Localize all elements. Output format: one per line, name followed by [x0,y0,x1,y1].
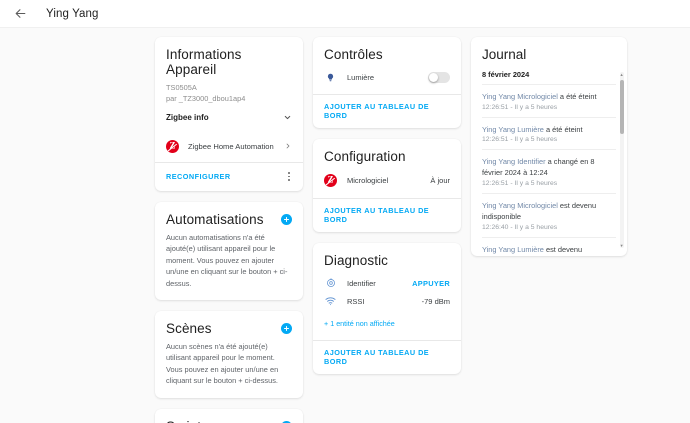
logbook-date-header: 8 février 2024 [482,70,530,79]
column-middle: Contrôles Lumière [313,37,461,374]
scenes-empty-text: Aucun scènes n'a été ajouté(e) utilisant… [166,341,279,386]
identify-icon [324,278,337,288]
card-columns: Informations Appareil TS0505A par _TZ300… [0,37,690,423]
diagnostic-name-identify: Identifier [347,278,376,288]
device-info-actions: Reconfigurer [155,163,303,190]
logbook-entry-time: 12:26:51 - Il y a 5 heures [482,103,558,111]
scrollbar-thumb[interactable] [620,80,624,134]
zigbee-info-label: Zigbee info [166,113,209,123]
logbook-title: Journal [482,47,527,62]
column-right: Journal 8 février 2024 Ying Yang Microlo… [471,37,627,256]
diagnostic-row-rssi: RSSI -79 dBm [324,292,450,310]
diagnostic-actions: Ajouter au tableau de bord [313,341,461,374]
configuration-actions: Ajouter au tableau de bord [313,199,461,232]
control-row-light: Lumière [324,68,450,87]
light-toggle[interactable] [428,72,450,83]
control-name-light: Lumière [347,73,375,82]
logbook-entry-name[interactable]: Ying Yang Identifier [482,157,546,167]
logbook-entry[interactable]: Ying Yang Micrologiciel a été éteint 12:… [482,84,616,117]
logbook-entry[interactable]: Ying Yang Micrologiciel est devenu indis… [482,192,616,237]
zigbee-logo-icon: Z [324,174,337,187]
device-manufacturer: par _TZ3000_dbou1ap4 [166,93,246,103]
divider [155,162,303,164]
back-arrow-icon[interactable] [12,6,28,22]
add-automation-plus-circle-icon[interactable] [281,213,292,225]
controls-card: Contrôles Lumière [313,37,461,128]
scripts-title: Scripts [166,419,208,423]
scripts-card: Scripts Aucun scripts n'a été ajouté(e) … [155,408,303,423]
configuration-name-firmware: Micrologiciel [347,176,389,185]
automations-header: Automatisations [166,212,292,227]
controls-actions: Ajouter au tableau de bord [313,95,461,128]
integration-row-zha[interactable]: Z Zigbee Home Automation [155,131,303,162]
logbook-entry-action: a été éteint [557,92,597,101]
reconfigure-button[interactable]: Reconfigurer [166,172,231,182]
logbook-scroll-area[interactable]: 8 février 2024 Ying Yang Micrologiciel a… [471,66,627,256]
toggle-knob [429,73,438,82]
automations-card: Automatisations Aucun automatisations n'… [155,201,303,300]
diagnostic-card: Diagnostic Identifier Appuyer [313,243,461,374]
page-body: Informations Appareil TS0505A par _TZ300… [0,28,690,423]
logbook-entry-time: 12:26:40 - Il y a 5 heures [482,223,558,231]
logbook-entry-action: est devenu indisponible [482,244,583,256]
page-title: Ying Yang [46,7,99,20]
divider [313,340,461,341]
controls-add-to-dashboard-button[interactable]: Ajouter au tableau de bord [324,102,430,120]
logbook-entry-action: a été éteint [543,124,583,134]
configuration-value-firmware: À jour [430,176,450,185]
integration-label: Zigbee Home Automation [188,142,274,152]
scripts-header: Scripts [166,419,292,423]
logbook-entry-time: 12:26:51 - Il y a 5 heures [482,179,558,187]
scenes-card: Scènes Aucun scènes n'a été ajouté(e) ut… [155,310,303,398]
logbook-entry-name[interactable]: Ying Yang Micrologiciel [482,92,558,101]
automations-title: Automatisations [166,211,264,227]
chevron-down-icon [283,113,292,122]
app-bar: Ying Yang [0,0,690,28]
scenes-title: Scènes [166,320,212,336]
kebab-menu-icon[interactable] [286,170,292,182]
zigbee-info-expander[interactable]: Zigbee info [166,113,292,122]
zigbee-logo-icon: Z [166,140,179,154]
chevron-right-icon [284,142,292,152]
automations-empty-text: Aucun automatisations n'a été ajouté(e) … [166,232,288,288]
logbook-card: Journal 8 février 2024 Ying Yang Microlo… [471,37,627,256]
hidden-entities-link[interactable]: + 1 entité non affichée [324,319,395,328]
diagnostic-title: Diagnostic [324,253,389,268]
wifi-icon [324,296,337,306]
scroll-up-arrow-icon[interactable]: ▲ [619,72,624,77]
device-info-card: Informations Appareil TS0505A par _TZ300… [155,37,303,191]
logbook-entry-action: est devenu indisponible [482,200,597,222]
logbook-entry[interactable]: Ying Yang Identifier a changé en 8 févri… [482,149,616,193]
diagnostic-value-rssi: -79 dBm [421,296,450,306]
device-info-title: Informations Appareil [166,47,242,77]
divider [313,94,461,95]
logbook-entry[interactable]: Ying Yang Lumière a été éteint 12:26:51 … [482,116,616,150]
scroll-down-arrow-icon[interactable]: ▼ [619,243,624,248]
logbook-entry-name[interactable]: Ying Yang Lumière [482,244,544,254]
add-scene-plus-circle-icon[interactable] [281,322,292,334]
logbook-entry-name[interactable]: Ying Yang Micrologiciel [482,200,558,210]
configuration-row-firmware: Z Micrologiciel À jour [324,170,450,191]
logbook-entry-time: 12:26:51 - Il y a 5 heures [482,136,558,144]
diagnostic-name-rssi: RSSI [347,296,365,306]
logbook-entry-action: a changé en 8 février 2024 à 12:24 [482,157,595,178]
diagnostic-add-to-dashboard-button[interactable]: Ajouter au tableau de bord [324,348,430,366]
configuration-title: Configuration [324,149,406,164]
logbook-entry-name[interactable]: Ying Yang Lumière [482,124,544,134]
configuration-add-to-dashboard-button[interactable]: Ajouter au tableau de bord [324,206,430,224]
divider [313,198,461,199]
logbook-scrollbar[interactable]: ▲ ▼ [620,72,624,248]
controls-title: Contrôles [324,47,383,62]
configuration-card: Configuration Z Micrologiciel À jour Ajo… [313,139,461,232]
lightbulb-icon[interactable] [324,72,337,83]
add-script-plus-circle-icon[interactable] [281,420,292,423]
diagnostic-row-identify: Identifier Appuyer [324,274,450,292]
device-model: TS0505A [166,83,197,92]
column-left: Informations Appareil TS0505A par _TZ300… [155,37,303,423]
identify-press-button[interactable]: Appuyer [412,278,450,288]
scenes-header: Scènes [166,321,292,336]
logbook-entry[interactable]: Ying Yang Lumière est devenu indisponibl… [482,236,616,256]
